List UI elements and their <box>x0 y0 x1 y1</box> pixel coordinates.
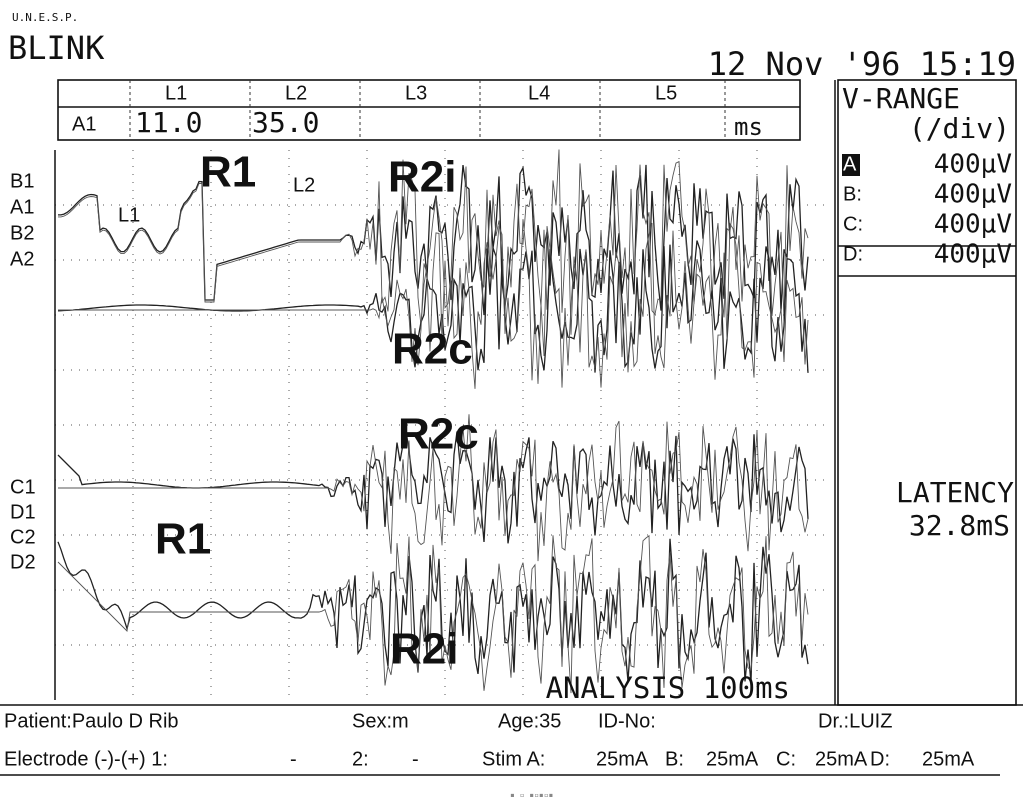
annotations: R1 R2i L1 L2 R2c R2c R1 R2i <box>118 148 479 674</box>
institution: U.N.E.S.P. <box>12 11 78 24</box>
stim-value: 25mA <box>922 748 975 770</box>
annotation: R2c <box>398 410 479 459</box>
channel-label: A2 <box>10 248 34 270</box>
latency-value: 32.8mS <box>909 509 1010 542</box>
stim-value: 25mA <box>706 748 759 770</box>
v-range-unit: (/div) <box>909 112 1010 145</box>
channel-label: A1 <box>10 196 34 218</box>
channel-label: C: <box>843 213 863 235</box>
channel-label: A <box>843 153 857 175</box>
footer: Patient:Paulo D Rib Sex:m Age:35 ID-No: … <box>4 710 975 770</box>
waveform <box>58 219 809 389</box>
cursor-value: 35.0 <box>252 106 319 139</box>
channel-label: D2 <box>10 551 36 573</box>
waveform <box>58 149 809 335</box>
electrode-2-label: 2: <box>352 748 369 770</box>
id: ID-No: <box>598 710 656 732</box>
channel-label: B: <box>843 183 862 205</box>
stim-label: Stim A: <box>482 748 545 770</box>
patient: Patient:Paulo D Rib <box>4 710 179 732</box>
range-value: 400µV <box>934 150 1012 180</box>
cursor-bar <box>57 79 801 141</box>
stim-label: D: <box>870 748 890 770</box>
v-range-rows: A 400µV B: 400µV C: 400µV D: 400µV <box>842 150 1012 270</box>
doctor: Dr.:LUIZ <box>818 710 892 732</box>
annotation: R2i <box>388 153 456 202</box>
cursor-channel: A1 <box>72 113 96 135</box>
channel-label: C2 <box>10 526 36 548</box>
cursor-separators <box>129 80 726 140</box>
range-value: 400µV <box>934 180 1012 210</box>
age: Age:35 <box>498 710 561 732</box>
annotation: R2i <box>390 625 458 674</box>
waveform <box>57 538 809 684</box>
latency-label: LATENCY <box>896 476 1014 509</box>
cursor-label: L3 <box>405 82 427 104</box>
analysis: ANALYSIS 100ms <box>546 671 790 705</box>
annotation: R1 <box>155 515 211 564</box>
channel-label: D1 <box>10 501 36 523</box>
scan-mark: ▪ ▫ ▪▫▪▫▪ <box>510 791 553 800</box>
channel-labels: B1 A1 B2 A2 C1 D1 C2 D2 <box>10 170 36 573</box>
channel-label: D: <box>843 243 863 265</box>
waveforms <box>57 149 809 694</box>
channel-highlight <box>842 154 860 176</box>
stim-label: B: <box>665 748 684 770</box>
waveform <box>58 164 809 316</box>
stim-label: C: <box>776 748 796 770</box>
cursor-label: L4 <box>528 82 550 104</box>
cursor-value: 11.0 <box>135 106 202 139</box>
datetime: 12 Nov '96 15:19 <box>708 45 1016 83</box>
annotation: R1 <box>200 148 256 197</box>
annotation: L1 <box>118 204 140 226</box>
cursor-label: L5 <box>655 82 677 104</box>
cursor-label: L1 <box>165 82 187 104</box>
electrode-1: - <box>290 748 297 770</box>
range-value: 400µV <box>934 240 1012 270</box>
cursor-label: L2 <box>285 82 307 104</box>
waveform <box>58 414 809 562</box>
stim-value: 25mA <box>596 748 649 770</box>
annotation: R2c <box>392 325 473 374</box>
stim-value: 25mA <box>815 748 868 770</box>
v-range-title: V-RANGE <box>842 82 960 115</box>
title: BLINK <box>8 29 105 67</box>
channel-label: C1 <box>10 476 36 498</box>
cursor-unit: ms <box>734 113 763 141</box>
channel-label: B2 <box>10 222 34 244</box>
electrode-2: - <box>412 748 419 770</box>
channel-label: B1 <box>10 170 34 192</box>
electrode: Electrode (-)-(+) 1: <box>4 748 168 770</box>
range-value: 400µV <box>934 210 1012 240</box>
cursor-labels: L1 L2 L3 L4 L5 <box>165 82 677 104</box>
sex: Sex:m <box>352 710 409 732</box>
annotation: L2 <box>293 174 315 196</box>
waveform <box>57 534 809 694</box>
